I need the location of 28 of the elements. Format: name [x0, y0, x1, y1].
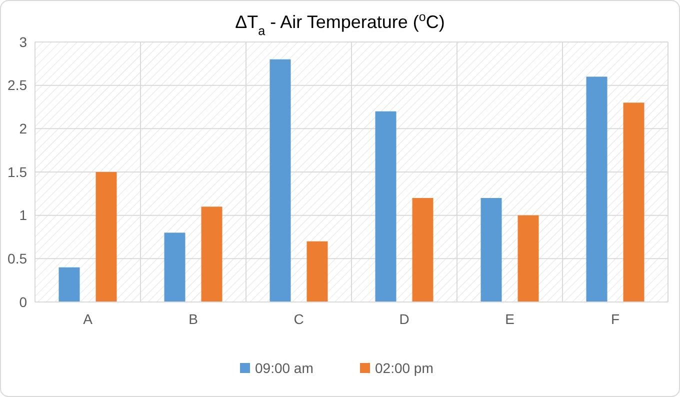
bar [412, 198, 434, 302]
legend-label: 09:00 am [255, 360, 314, 376]
bar [480, 198, 502, 302]
bar [306, 241, 328, 302]
y-tick-label: 0.5 [8, 250, 28, 267]
bar [201, 206, 222, 302]
chart-title: ΔT$_{a}$ - Air Temperature ($^{o}$C) [235, 10, 445, 38]
x-tick-label: C [294, 311, 304, 327]
y-tick-label: 3 [19, 34, 28, 50]
bar [164, 232, 186, 302]
x-tick-label: B [188, 311, 198, 327]
x-tick-label: A [83, 311, 94, 327]
bar [586, 76, 608, 302]
y-tick-label: 0 [19, 294, 28, 310]
y-tick-label: 1 [19, 207, 28, 224]
legend-label: 02:00 pm [375, 360, 434, 376]
bar [518, 215, 539, 302]
y-tick-label: 2 [19, 120, 28, 137]
y-tick-label: 2.5 [8, 77, 28, 94]
bar [96, 172, 117, 302]
y-tick-label: 1.5 [8, 164, 28, 180]
x-tick-label: D [399, 311, 410, 327]
x-tick-label: F [610, 311, 620, 327]
bar [270, 59, 291, 302]
bar [58, 267, 80, 302]
x-tick-label: E [505, 311, 514, 327]
bar [375, 111, 396, 302]
bar [623, 102, 644, 302]
